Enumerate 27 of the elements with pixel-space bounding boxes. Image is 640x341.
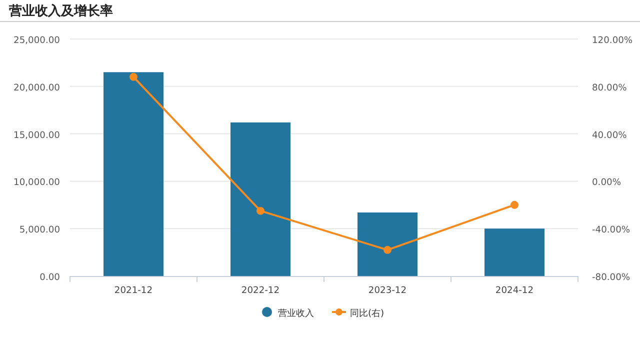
point [510, 200, 518, 209]
bar [104, 72, 164, 276]
bar [484, 228, 544, 276]
y2-tick-label: 0.00% [592, 178, 622, 188]
chart-title: 营业收入及增长率 [8, 3, 113, 19]
bar [358, 212, 418, 276]
y-tick-label: 5,000.00 [19, 226, 60, 236]
y-tick-label: 20,000.00 [14, 83, 60, 94]
y-tick-label: 10,000.00 [14, 178, 60, 188]
y2-tick-label: -80.00% [592, 273, 630, 283]
point [384, 246, 392, 254]
x-tick-label: 2024-12 [495, 286, 534, 296]
legend-label: 营业收入 [278, 308, 314, 319]
y2-tick-label: 80.00% [592, 83, 628, 94]
y-tick-label: 25,000.00 [14, 36, 60, 46]
y2-tick-label: 40.00% [592, 130, 628, 141]
y-tick-label: 15,000.00 [14, 130, 60, 141]
y-tick-label: 0.00 [40, 273, 60, 283]
legend-label: 同比(右) [350, 308, 384, 319]
y2-tick-label: -40.00% [592, 226, 630, 236]
bar [230, 122, 290, 276]
x-tick-label: 2021-12 [114, 286, 153, 296]
y2-tick-label: 120.00% [592, 36, 633, 46]
point [130, 72, 138, 81]
x-tick-label: 2022-12 [241, 286, 280, 296]
point [256, 206, 264, 215]
x-tick-label: 2023-12 [368, 286, 407, 296]
